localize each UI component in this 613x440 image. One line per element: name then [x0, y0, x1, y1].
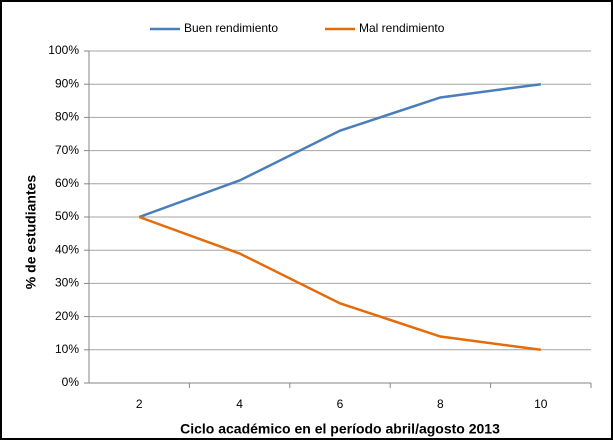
y-tick-label: 40% [55, 242, 79, 256]
y-tick-label: 20% [55, 309, 79, 323]
y-tick-label: 100% [48, 43, 79, 57]
series-line [138, 82, 541, 219]
x-axis-title: Ciclo académico en el período abril/agos… [180, 421, 500, 437]
x-tick-label: 6 [337, 397, 344, 411]
y-axis-title: % de estudiantes [23, 175, 39, 290]
series-line [138, 215, 541, 352]
y-tick-label: 30% [55, 276, 79, 290]
y-tick-label: 10% [55, 342, 79, 356]
x-tick-label: 10 [534, 397, 548, 411]
y-tick-label: 60% [55, 176, 79, 190]
y-tick-label: 90% [55, 76, 79, 90]
x-tick-label: 4 [236, 397, 243, 411]
y-tick-label: 0% [62, 375, 80, 389]
y-tick-label: 80% [55, 110, 79, 124]
x-tick-label: 2 [136, 397, 143, 411]
legend-label: Buen rendimiento [184, 21, 278, 35]
y-tick-label: 50% [55, 209, 79, 223]
legend-label: Mal rendimiento [359, 21, 445, 35]
y-tick-label: 70% [55, 143, 79, 157]
x-tick-label: 8 [437, 397, 444, 411]
